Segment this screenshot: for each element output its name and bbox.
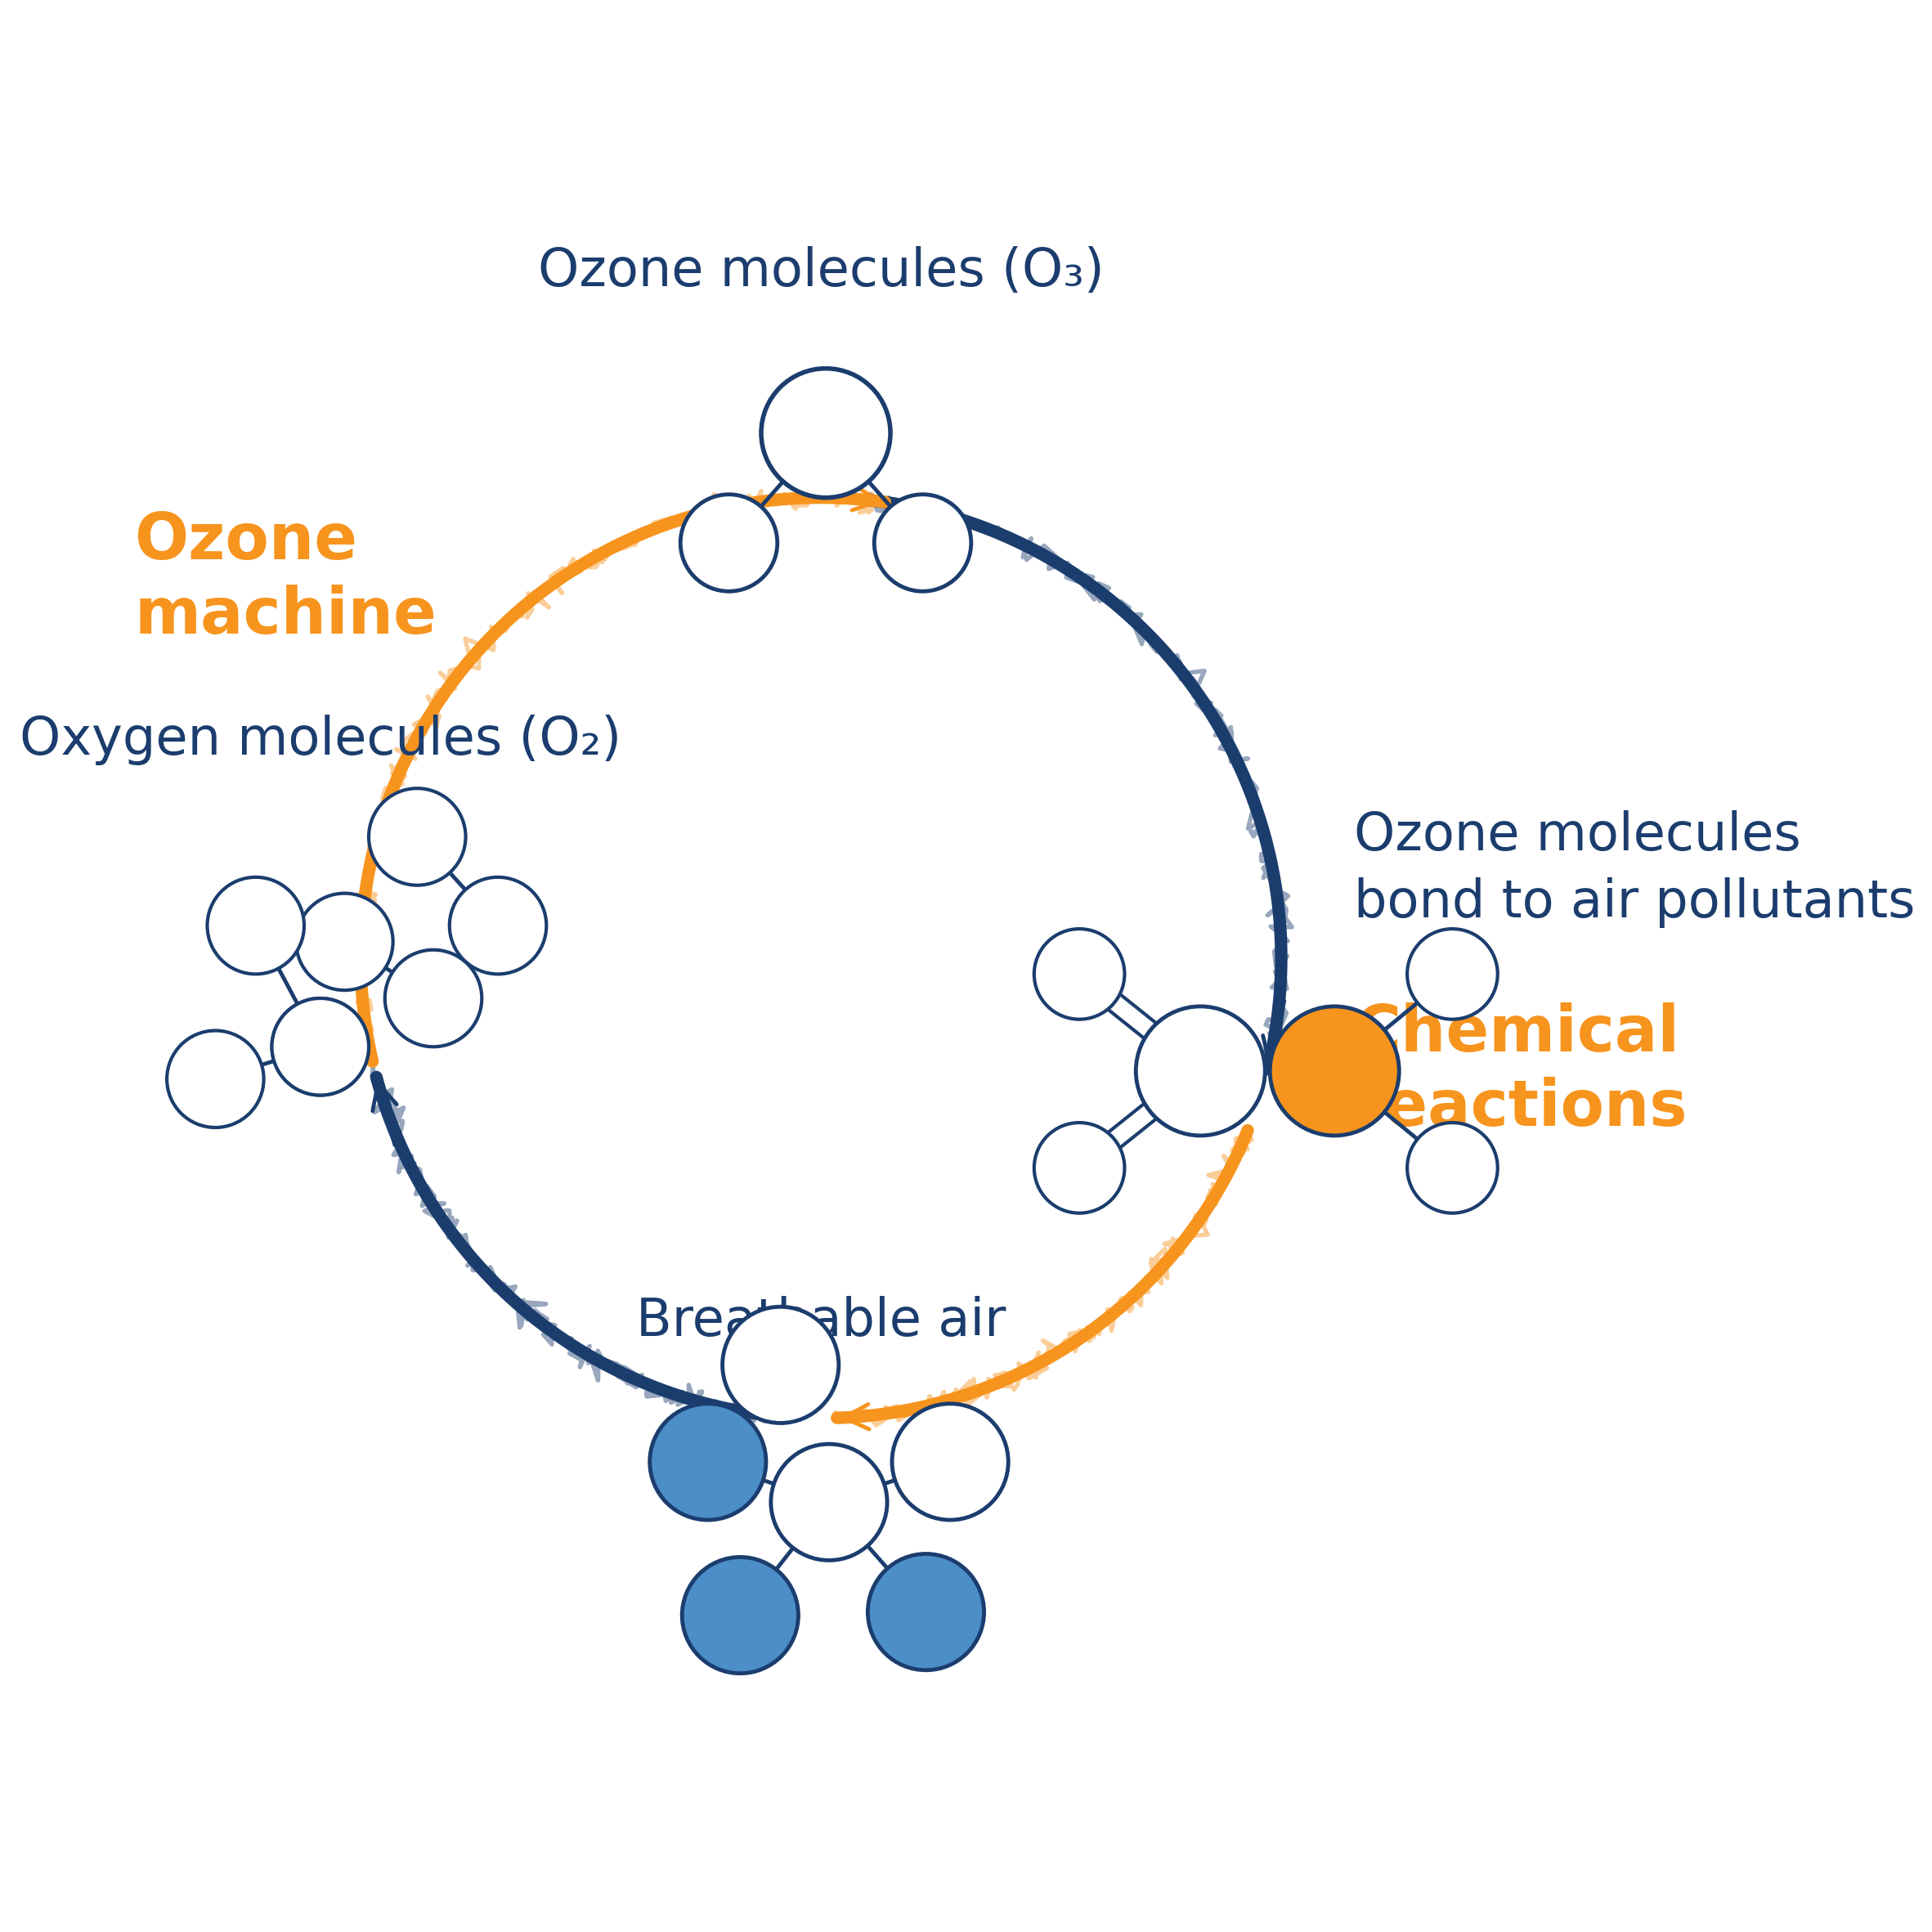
- Circle shape: [207, 877, 303, 974]
- Text: Breathable air: Breathable air: [636, 1296, 1007, 1347]
- Circle shape: [450, 877, 547, 974]
- Circle shape: [867, 1553, 983, 1669]
- Circle shape: [1269, 1007, 1399, 1136]
- Circle shape: [272, 999, 369, 1095]
- Circle shape: [875, 495, 972, 591]
- Circle shape: [1034, 1122, 1124, 1213]
- Circle shape: [771, 1443, 887, 1561]
- Text: Ozone molecules (O₃): Ozone molecules (O₃): [537, 245, 1105, 298]
- Text: Ozone molecules
bond to air pollutants: Ozone molecules bond to air pollutants: [1354, 810, 1915, 927]
- Text: Oxygen molecules (O₂): Oxygen molecules (O₂): [19, 715, 622, 765]
- Circle shape: [893, 1405, 1009, 1520]
- Circle shape: [369, 788, 466, 885]
- Circle shape: [384, 951, 481, 1047]
- Circle shape: [1034, 929, 1124, 1020]
- Text: Chemical
reactions: Chemical reactions: [1354, 1003, 1689, 1140]
- Circle shape: [1136, 1007, 1265, 1136]
- Circle shape: [680, 495, 777, 591]
- Circle shape: [761, 369, 891, 498]
- Circle shape: [296, 893, 392, 991]
- Circle shape: [649, 1405, 765, 1520]
- Circle shape: [1406, 1122, 1497, 1213]
- Circle shape: [682, 1557, 798, 1673]
- Circle shape: [1406, 929, 1497, 1020]
- Text: Ozone
machine: Ozone machine: [135, 510, 437, 647]
- Circle shape: [166, 1030, 265, 1128]
- Circle shape: [272, 999, 369, 1095]
- Circle shape: [723, 1306, 838, 1424]
